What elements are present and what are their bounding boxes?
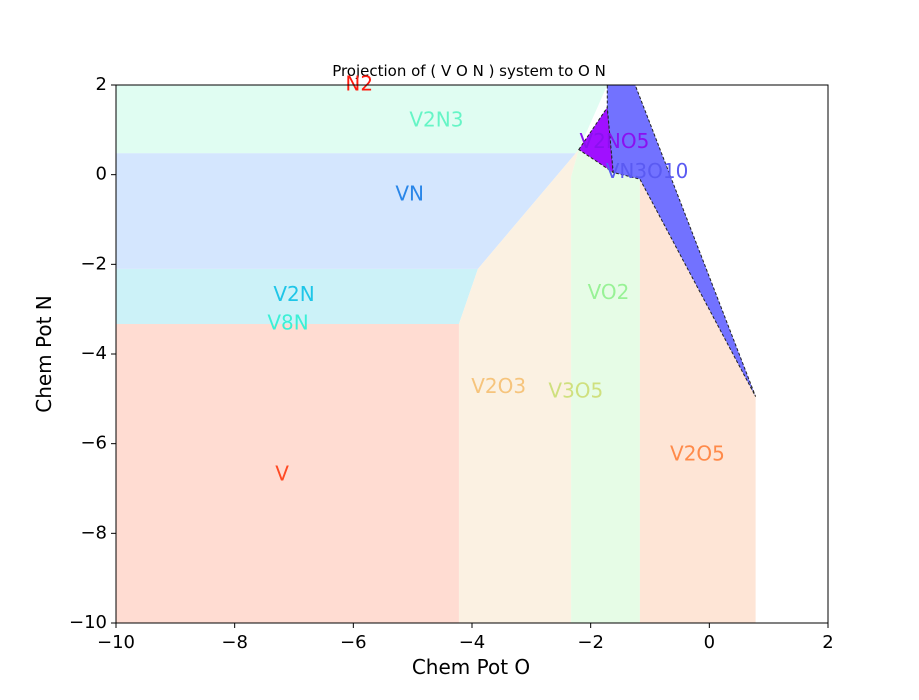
x-axis: −10 −8 −6 −4 −2 0 2 <box>97 623 834 653</box>
y-tick-label: −6 <box>80 433 107 454</box>
region-label-vn: VN <box>395 181 424 205</box>
x-tick-label: −6 <box>340 632 367 653</box>
region-label-v8n: V8N <box>267 310 308 334</box>
x-tick-label: −8 <box>221 632 248 653</box>
x-tick-label: 0 <box>704 632 715 653</box>
region-v2o3 <box>458 149 579 623</box>
region-labels-layer: V V2N V8N VN V2N3 N2 V2O3 V3O5 VO2 V2O5 V2NO5 VN3O1… <box>267 72 725 486</box>
x-tick-label: −10 <box>97 632 135 653</box>
y-axis: −10 −8 −6 −4 −2 0 2 <box>69 74 116 633</box>
region-label-v: V <box>275 462 289 486</box>
y-axis-label: Chem Pot N <box>32 295 56 413</box>
x-axis-label: Chem Pot O <box>412 655 530 679</box>
region-label-vn3o10: VN3O10 <box>606 159 689 183</box>
chart-title: Projection of ( V O N ) system to O N <box>332 62 606 80</box>
region-label-v2no5: V2NO5 <box>579 129 649 153</box>
y-tick-label: 0 <box>96 164 107 185</box>
region-label-v2n3: V2N3 <box>409 107 463 131</box>
region-label-v2o5: V2O5 <box>670 441 725 465</box>
region-label-v2o3: V2O3 <box>471 374 526 398</box>
region-label-vo2: VO2 <box>588 280 630 304</box>
y-tick-label: −2 <box>80 253 107 274</box>
region-label-v3o5: V3O5 <box>548 379 603 403</box>
region-vn <box>116 153 576 269</box>
y-tick-label: −10 <box>69 612 107 633</box>
region-v2n3 <box>116 85 608 154</box>
region-label-n2: N2 <box>345 72 373 96</box>
y-tick-label: 2 <box>96 74 107 95</box>
regions-layer <box>116 84 757 623</box>
y-tick-label: −4 <box>80 343 107 364</box>
region-v2o5 <box>639 179 756 623</box>
y-tick-label: −8 <box>80 522 107 543</box>
region-vo2 <box>571 149 640 623</box>
region-v <box>116 323 459 623</box>
x-tick-label: −2 <box>577 632 604 653</box>
x-tick-label: −4 <box>459 632 486 653</box>
region-v2n <box>116 268 478 324</box>
region-label-v2n: V2N <box>273 282 314 306</box>
region-v2no5 <box>578 105 614 174</box>
x-tick-label: 2 <box>822 632 833 653</box>
